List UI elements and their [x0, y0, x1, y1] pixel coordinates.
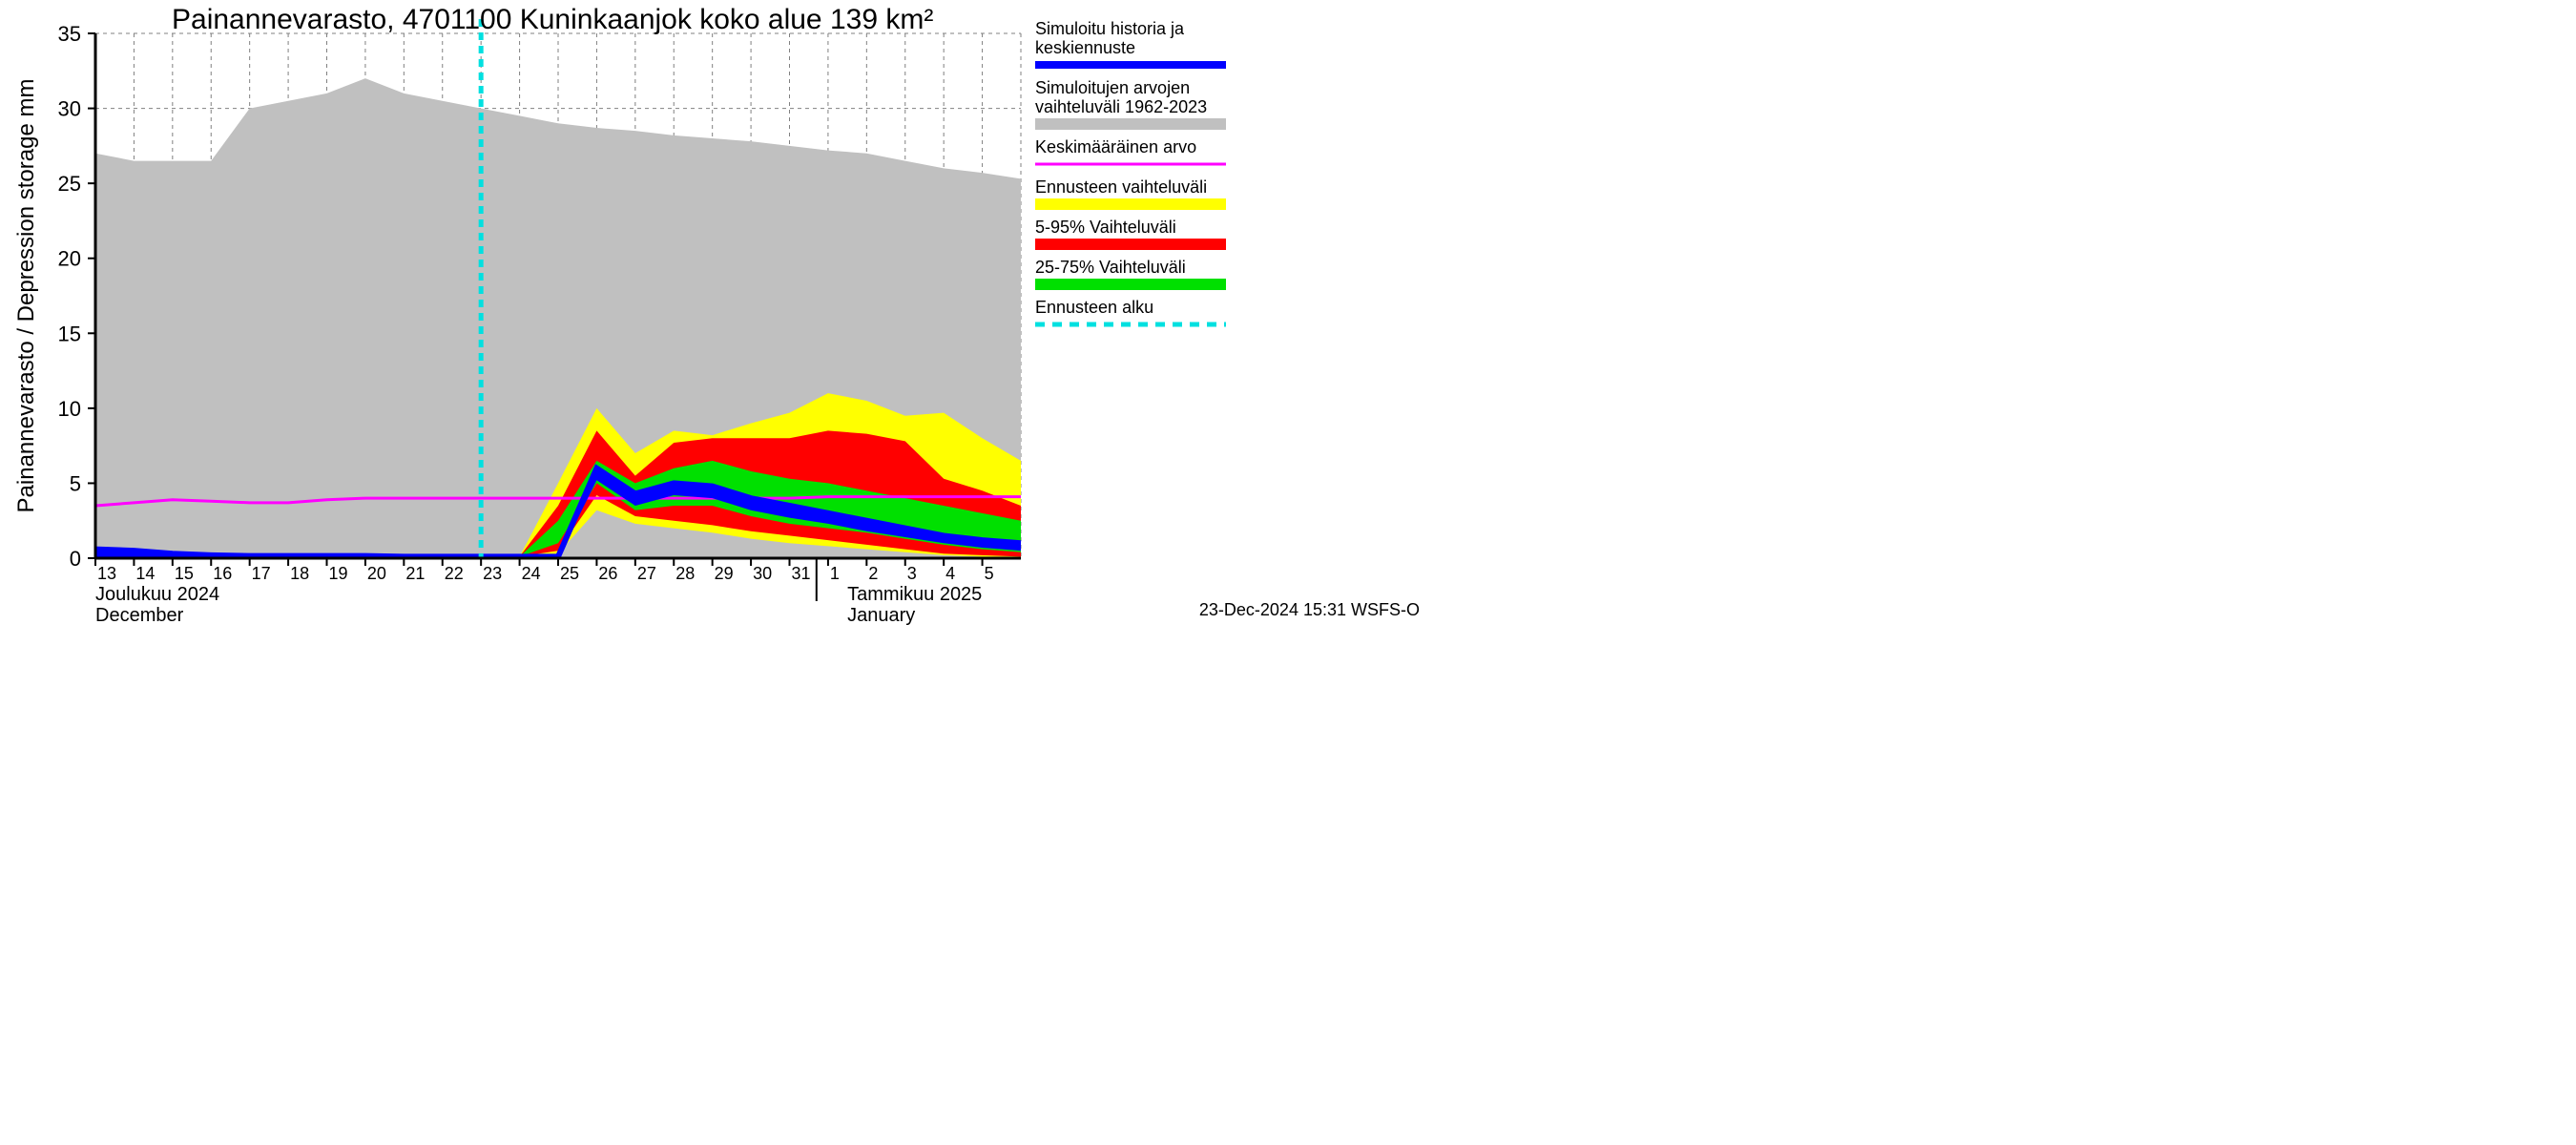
y-tick-label: 20	[58, 247, 81, 271]
y-axis-label: Painannevarasto / Depression storage mm	[13, 79, 39, 513]
x-tick-label: 22	[445, 564, 464, 583]
y-tick-label: 35	[58, 22, 81, 46]
month-label: Joulukuu 2024	[95, 584, 219, 605]
legend-swatch	[1035, 118, 1226, 130]
month-label: January	[847, 605, 915, 626]
y-tick-label: 0	[70, 547, 81, 571]
x-tick-label: 1	[830, 564, 840, 583]
chart-title: Painannevarasto, 4701100 Kuninkaanjok ko…	[172, 4, 933, 35]
legend-label: Keskimääräinen arvo	[1035, 137, 1196, 156]
timestamp: 23-Dec-2024 15:31 WSFS-O	[1199, 600, 1420, 619]
x-tick-label: 2	[868, 564, 878, 583]
x-tick-label: 14	[135, 564, 155, 583]
month-label: Tammikuu 2025	[847, 584, 982, 605]
x-tick-label: 26	[598, 564, 617, 583]
x-tick-label: 28	[675, 564, 695, 583]
y-tick-label: 30	[58, 97, 81, 121]
legend-swatch	[1035, 239, 1226, 250]
x-tick-label: 31	[792, 564, 811, 583]
x-tick-label: 20	[367, 564, 386, 583]
legend-label: Simuloitu historia ja	[1035, 19, 1185, 38]
x-tick-label: 17	[252, 564, 271, 583]
x-tick-label: 30	[753, 564, 772, 583]
x-tick-label: 4	[945, 564, 955, 583]
legend-label: 5-95% Vaihteluväli	[1035, 218, 1176, 237]
legend-label: keskiennuste	[1035, 38, 1135, 57]
x-tick-label: 15	[175, 564, 194, 583]
y-tick-label: 10	[58, 397, 81, 421]
y-tick-label: 15	[58, 322, 81, 345]
month-label: December	[95, 605, 184, 626]
x-tick-label: 13	[97, 564, 116, 583]
x-tick-label: 25	[560, 564, 579, 583]
legend-label: Ennusteen alku	[1035, 298, 1153, 317]
legend-label: Ennusteen vaihteluväli	[1035, 177, 1207, 197]
x-tick-label: 5	[985, 564, 994, 583]
depression-storage-chart: 0510152025303513141516171819202122232425…	[0, 0, 1431, 636]
legend-label: 25-75% Vaihteluväli	[1035, 258, 1186, 277]
legend-label: Simuloitujen arvojen	[1035, 78, 1190, 97]
x-tick-label: 19	[329, 564, 348, 583]
legend-swatch	[1035, 279, 1226, 290]
x-tick-label: 21	[405, 564, 425, 583]
legend-label: vaihteluväli 1962-2023	[1035, 97, 1207, 116]
x-tick-label: 24	[522, 564, 541, 583]
x-tick-label: 29	[715, 564, 734, 583]
x-tick-label: 27	[637, 564, 656, 583]
y-tick-label: 5	[70, 471, 81, 495]
x-tick-label: 3	[907, 564, 917, 583]
legend-swatch	[1035, 198, 1226, 210]
x-tick-label: 18	[290, 564, 309, 583]
chart-svg: 0510152025303513141516171819202122232425…	[0, 0, 1431, 636]
x-tick-label: 16	[213, 564, 232, 583]
x-tick-label: 23	[483, 564, 502, 583]
y-tick-label: 25	[58, 172, 81, 196]
